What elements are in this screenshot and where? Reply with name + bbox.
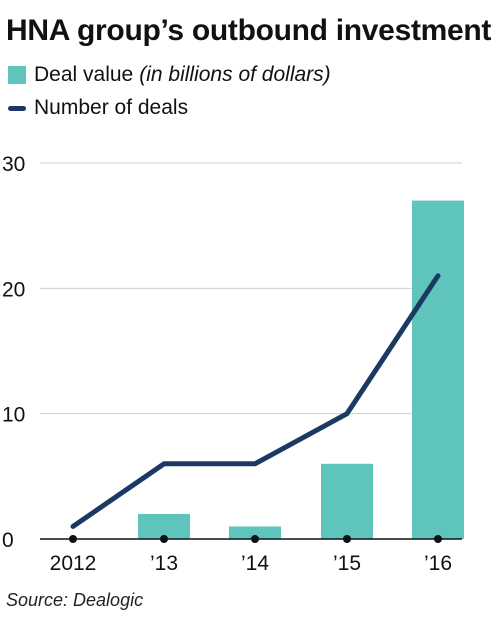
deal-value-bar	[321, 463, 373, 539]
x-tick-label: ’15	[333, 552, 361, 575]
chart-title: HNA group’s outbound investment	[6, 14, 492, 47]
legend-label-deal-value: Deal value	[34, 63, 134, 86]
bars	[138, 200, 464, 539]
combo-chart: 0 10 20 30 2012 ’13 ’14 ’15 ’16	[2, 153, 464, 575]
x-tick-dot	[160, 535, 168, 543]
deal-value-bar	[229, 526, 281, 539]
legend-note-deal-value: (in billions of dollars)	[139, 63, 331, 86]
x-axis-ticks: 2012 ’13 ’14 ’15 ’16	[50, 535, 452, 575]
deal-value-bar	[138, 513, 190, 539]
deal-value-bar	[412, 200, 464, 539]
legend-item-number-of-deals: Number of deals	[8, 96, 188, 120]
y-tick-label: 30	[2, 153, 25, 176]
x-tick-label: ’14	[241, 552, 269, 575]
deal-value-swatch	[8, 66, 26, 84]
deals-line	[70, 273, 441, 529]
x-tick-label: 2012	[50, 552, 97, 575]
number-of-deals-line	[70, 273, 441, 529]
x-tick-dot	[343, 535, 351, 543]
y-tick-label: 20	[2, 278, 25, 301]
legend-item-deal-value: Deal value (in billions of dollars)	[8, 63, 331, 87]
legend-label-number-of-deals: Number of deals	[34, 96, 189, 119]
x-tick-label: ’16	[424, 552, 452, 575]
number-of-deals-swatch	[8, 105, 26, 111]
gridlines	[40, 162, 462, 415]
x-tick-dot	[434, 535, 442, 543]
x-tick-label: ’13	[150, 552, 178, 575]
x-tick-dot	[251, 535, 259, 543]
y-tick-label: 10	[2, 404, 25, 427]
x-tick-dot	[69, 535, 77, 543]
y-axis-ticks: 0 10 20 30	[2, 153, 25, 552]
source-note: Source: Dealogic	[6, 590, 144, 610]
y-tick-label: 0	[2, 529, 14, 552]
